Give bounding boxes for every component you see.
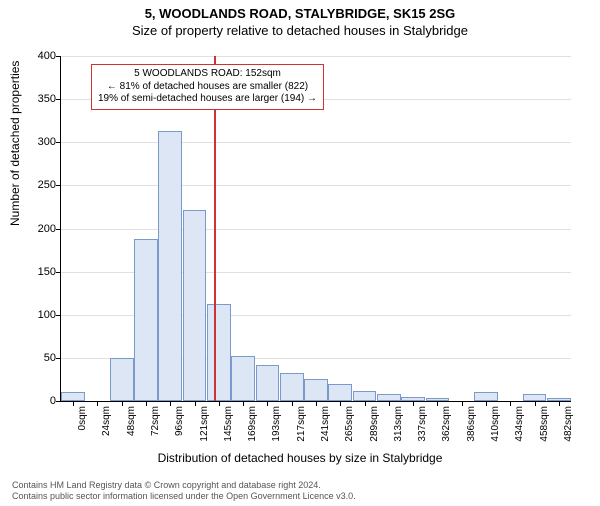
gridline [61, 56, 571, 57]
y-axis-label: Number of detached properties [8, 61, 22, 226]
histogram-bar [280, 373, 304, 401]
histogram-bar [353, 391, 377, 401]
y-tick-mark [56, 142, 61, 143]
y-tick-label: 150 [21, 266, 56, 278]
y-tick-mark [56, 272, 61, 273]
x-tick-mark [170, 401, 171, 406]
plot-area: 0501001502002503003504000sqm24sqm48sqm72… [60, 56, 571, 402]
y-tick-label: 300 [21, 136, 56, 148]
y-tick-mark [56, 315, 61, 316]
footer-line-2: Contains public sector information licen… [12, 491, 356, 502]
histogram-bar [474, 392, 498, 401]
x-tick-mark [292, 401, 293, 406]
x-tick-mark [413, 401, 414, 406]
x-tick-mark [243, 401, 244, 406]
x-tick-mark [195, 401, 196, 406]
histogram-bar [231, 356, 255, 401]
footer-line-1: Contains HM Land Registry data © Crown c… [12, 480, 356, 491]
y-tick-mark [56, 358, 61, 359]
x-tick-mark [316, 401, 317, 406]
histogram-bar [523, 394, 547, 401]
x-tick-mark [437, 401, 438, 406]
histogram-bar [377, 394, 401, 401]
gridline [61, 229, 571, 230]
footer-attribution: Contains HM Land Registry data © Crown c… [12, 480, 356, 502]
y-tick-label: 250 [21, 179, 56, 191]
histogram-bar [183, 210, 207, 401]
histogram-bar [158, 131, 182, 401]
annotation-line: 19% of semi-detached houses are larger (… [98, 93, 317, 106]
y-tick-mark [56, 229, 61, 230]
histogram-bar [256, 365, 280, 401]
gridline [61, 142, 571, 143]
histogram-bar [207, 304, 231, 401]
annotation-line: ← 81% of detached houses are smaller (82… [98, 81, 317, 94]
x-tick-mark [365, 401, 366, 406]
x-tick-mark [389, 401, 390, 406]
x-tick-mark [559, 401, 560, 406]
histogram-bar [134, 239, 158, 401]
y-tick-label: 100 [21, 309, 56, 321]
histogram-bar [328, 384, 352, 401]
x-tick-mark [486, 401, 487, 406]
y-tick-label: 200 [21, 223, 56, 235]
x-tick-mark [146, 401, 147, 406]
x-tick-mark [122, 401, 123, 406]
x-tick-mark [535, 401, 536, 406]
x-tick-mark [462, 401, 463, 406]
x-tick-mark [340, 401, 341, 406]
x-tick-mark [267, 401, 268, 406]
x-tick-mark [97, 401, 98, 406]
annotation-box: 5 WOODLANDS ROAD: 152sqm← 81% of detache… [91, 64, 324, 110]
y-tick-mark [56, 56, 61, 57]
histogram-bar [61, 392, 85, 401]
page-title-address: 5, WOODLANDS ROAD, STALYBRIDGE, SK15 2SG [0, 6, 600, 21]
x-tick-mark [73, 401, 74, 406]
y-tick-mark [56, 99, 61, 100]
y-tick-label: 0 [21, 395, 56, 407]
y-tick-label: 350 [21, 93, 56, 105]
y-tick-label: 400 [21, 50, 56, 62]
x-tick-mark [510, 401, 511, 406]
gridline [61, 185, 571, 186]
y-tick-mark [56, 185, 61, 186]
x-tick-mark [219, 401, 220, 406]
y-tick-label: 50 [21, 352, 56, 364]
x-axis-label: Distribution of detached houses by size … [0, 451, 600, 465]
annotation-line: 5 WOODLANDS ROAD: 152sqm [98, 68, 317, 81]
y-tick-mark [56, 401, 61, 402]
histogram-bar [110, 358, 134, 401]
page-title-subtitle: Size of property relative to detached ho… [0, 23, 600, 38]
histogram-bar [304, 379, 328, 401]
histogram-chart: 0501001502002503003504000sqm24sqm48sqm72… [60, 56, 570, 401]
